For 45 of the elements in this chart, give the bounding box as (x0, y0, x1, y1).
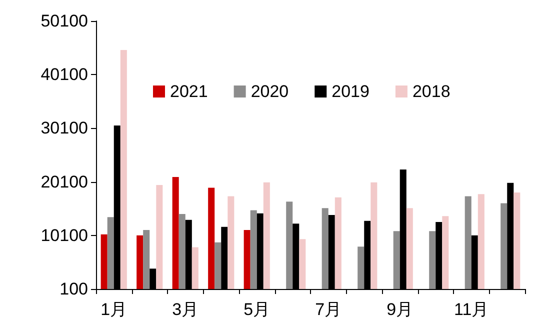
y-tick-label: 20100 (40, 172, 88, 192)
bar (107, 217, 114, 289)
legend-label: 2020 (250, 82, 289, 101)
bar (172, 176, 179, 289)
bar (208, 188, 215, 289)
bar (192, 247, 198, 289)
bar (156, 185, 163, 289)
bar (500, 203, 508, 289)
legend-label: 2018 (412, 82, 450, 101)
bar (244, 230, 250, 289)
bar (136, 235, 144, 289)
x-tick-label: 5月 (244, 300, 270, 319)
bar (250, 210, 257, 289)
bar (299, 239, 306, 289)
y-tick-label: 30100 (40, 118, 88, 138)
bar (228, 196, 234, 289)
bar (334, 197, 342, 289)
y-tick-label: 10100 (40, 226, 88, 245)
x-tick-label: 9月 (386, 300, 414, 319)
bar (514, 192, 520, 289)
y-tick-label: 40100 (40, 65, 88, 84)
bar (478, 194, 484, 289)
bar (120, 50, 127, 289)
bar (263, 182, 270, 289)
legend-label: 2019 (332, 82, 370, 101)
bar (358, 246, 364, 289)
bar (322, 208, 328, 289)
bar (100, 234, 108, 289)
x-tick-label: 7月 (315, 300, 342, 319)
bar (442, 216, 449, 289)
bar (286, 202, 293, 289)
bar (406, 208, 413, 289)
y-tick-label: 50100 (40, 12, 88, 30)
legend-label: 2021 (170, 82, 208, 101)
bar (393, 231, 400, 289)
x-tick-label: 3月 (172, 300, 199, 319)
bar (214, 242, 222, 289)
bar (429, 231, 436, 289)
bar (143, 230, 150, 289)
bar (464, 196, 472, 289)
bar (370, 182, 378, 289)
x-tick-label: 1月 (100, 300, 128, 319)
x-tick-label: 11月 (454, 300, 489, 319)
bar (178, 214, 186, 289)
y-tick-label: 100 (60, 280, 88, 298)
